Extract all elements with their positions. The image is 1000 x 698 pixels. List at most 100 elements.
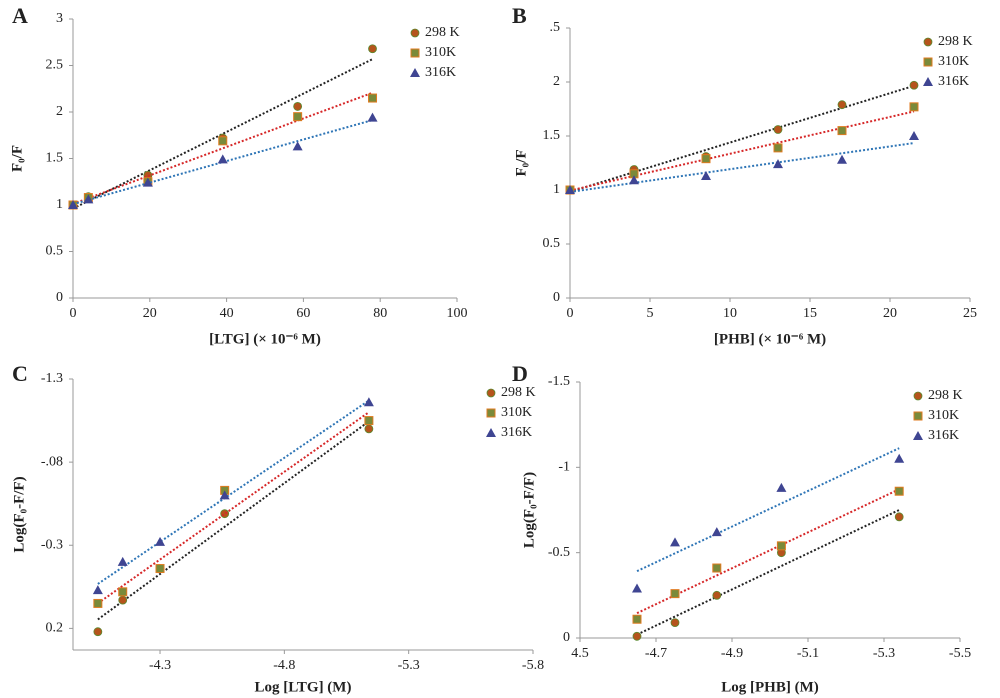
data-point (218, 136, 228, 146)
data-point (909, 131, 919, 140)
y-tick-label: 3 (56, 11, 63, 26)
data-point (217, 154, 228, 164)
x-tick-label: 4.5 (571, 646, 589, 661)
legend-label: 298 K (928, 388, 963, 403)
legend-marker (486, 388, 496, 398)
y-axis-label: Log(F₀-F/F) (11, 476, 27, 552)
x-tick-label: 0 (70, 306, 77, 321)
legend-marker (913, 411, 923, 421)
data-point (293, 102, 303, 111)
trendline (636, 447, 900, 573)
x-axis-label: Log [PHB] (M) (721, 679, 818, 695)
data-point (118, 595, 128, 605)
x-axis-label: Log [LTG] (M) (255, 679, 352, 695)
data-point (776, 541, 786, 551)
y-axis-label: F₀/F (513, 150, 529, 177)
data-point (632, 631, 642, 641)
data-point (220, 509, 230, 519)
trendline (97, 420, 370, 621)
y-tick-label: -.08 (41, 454, 63, 469)
x-axis-label: [PHB] (× 10⁻⁶ M) (714, 331, 826, 347)
data-point (142, 177, 153, 187)
data-point (118, 587, 128, 597)
legend-label: 298 K (425, 25, 460, 40)
y-tick-label: -0.5 (548, 545, 570, 560)
x-tick-label: 60 (296, 306, 310, 321)
legend-label: 310K (501, 405, 532, 420)
y-tick-label: 0.5 (543, 236, 561, 251)
data-point (670, 618, 680, 628)
y-tick-label: -1.3 (41, 371, 63, 386)
x-axis-label: [LTG] (× 10⁻⁶ M) (209, 331, 321, 347)
x-tick-label: 100 (447, 306, 468, 321)
data-point (155, 564, 165, 574)
y-axis-label: Log(F₀-F/F) (521, 472, 537, 548)
y-tick-label: .5 (550, 20, 561, 35)
legend-label: 316K (425, 65, 456, 80)
data-point (363, 397, 374, 407)
x-tick-label: 40 (220, 306, 234, 321)
trendline (97, 399, 370, 585)
data-point (711, 527, 722, 537)
x-tick-label: 5 (647, 306, 654, 321)
data-point (92, 585, 103, 595)
panel-label: C (12, 361, 28, 386)
trendline (72, 91, 373, 205)
data-point (364, 424, 374, 434)
data-point (712, 590, 722, 600)
x-tick-label: 15 (803, 306, 817, 321)
panel-label: D (512, 361, 528, 386)
panel-label: B (512, 3, 527, 28)
y-tick-label: 1 (553, 182, 560, 197)
data-point (894, 453, 905, 463)
data-point (117, 556, 128, 566)
legend-marker (913, 431, 923, 440)
y-tick-label: 1 (56, 197, 63, 212)
data-point (292, 141, 303, 151)
x-tick-label: -5.3 (398, 658, 420, 673)
legend-label: 310K (425, 45, 456, 60)
data-point (565, 185, 575, 194)
data-point (894, 486, 904, 496)
trendline (569, 84, 915, 193)
y-tick-label: 1.5 (46, 151, 64, 166)
data-point (293, 112, 303, 122)
y-tick-label: 0.2 (46, 621, 64, 636)
x-tick-label: -5.1 (797, 646, 819, 661)
data-point (632, 583, 642, 593)
data-point (701, 170, 711, 180)
legend-label: 316K (928, 428, 959, 443)
legend-marker (410, 48, 420, 58)
x-tick-label: 25 (963, 306, 977, 321)
x-tick-label: -5.8 (522, 658, 544, 673)
x-tick-label: -5.3 (873, 646, 895, 661)
data-point (83, 194, 94, 204)
y-tick-label: 2 (553, 74, 560, 89)
x-tick-label: -4.8 (273, 658, 295, 673)
legend-marker (913, 391, 923, 401)
legend-marker (486, 408, 496, 418)
x-tick-label: 20 (883, 306, 897, 321)
y-tick-label: -1 (558, 460, 570, 475)
legend-label: 310K (938, 54, 969, 69)
legend-label: 310K (928, 408, 959, 423)
data-point (670, 537, 680, 547)
y-tick-label: 0.5 (46, 244, 64, 259)
data-point (629, 175, 639, 185)
data-point (701, 154, 711, 164)
legend-marker (410, 28, 420, 38)
legend-marker (410, 68, 420, 77)
y-tick-label: 2 (56, 104, 63, 119)
x-tick-label: 20 (143, 306, 157, 321)
legend-label: 316K (938, 74, 969, 89)
x-tick-label: -4.9 (721, 646, 743, 661)
data-point (773, 143, 783, 153)
data-point (93, 627, 103, 637)
y-axis-label: F₀/F (9, 145, 25, 172)
data-point (93, 598, 103, 608)
y-tick-label: 2.5 (46, 58, 64, 73)
data-point (894, 512, 904, 522)
data-point (909, 80, 919, 90)
data-point (773, 125, 783, 134)
